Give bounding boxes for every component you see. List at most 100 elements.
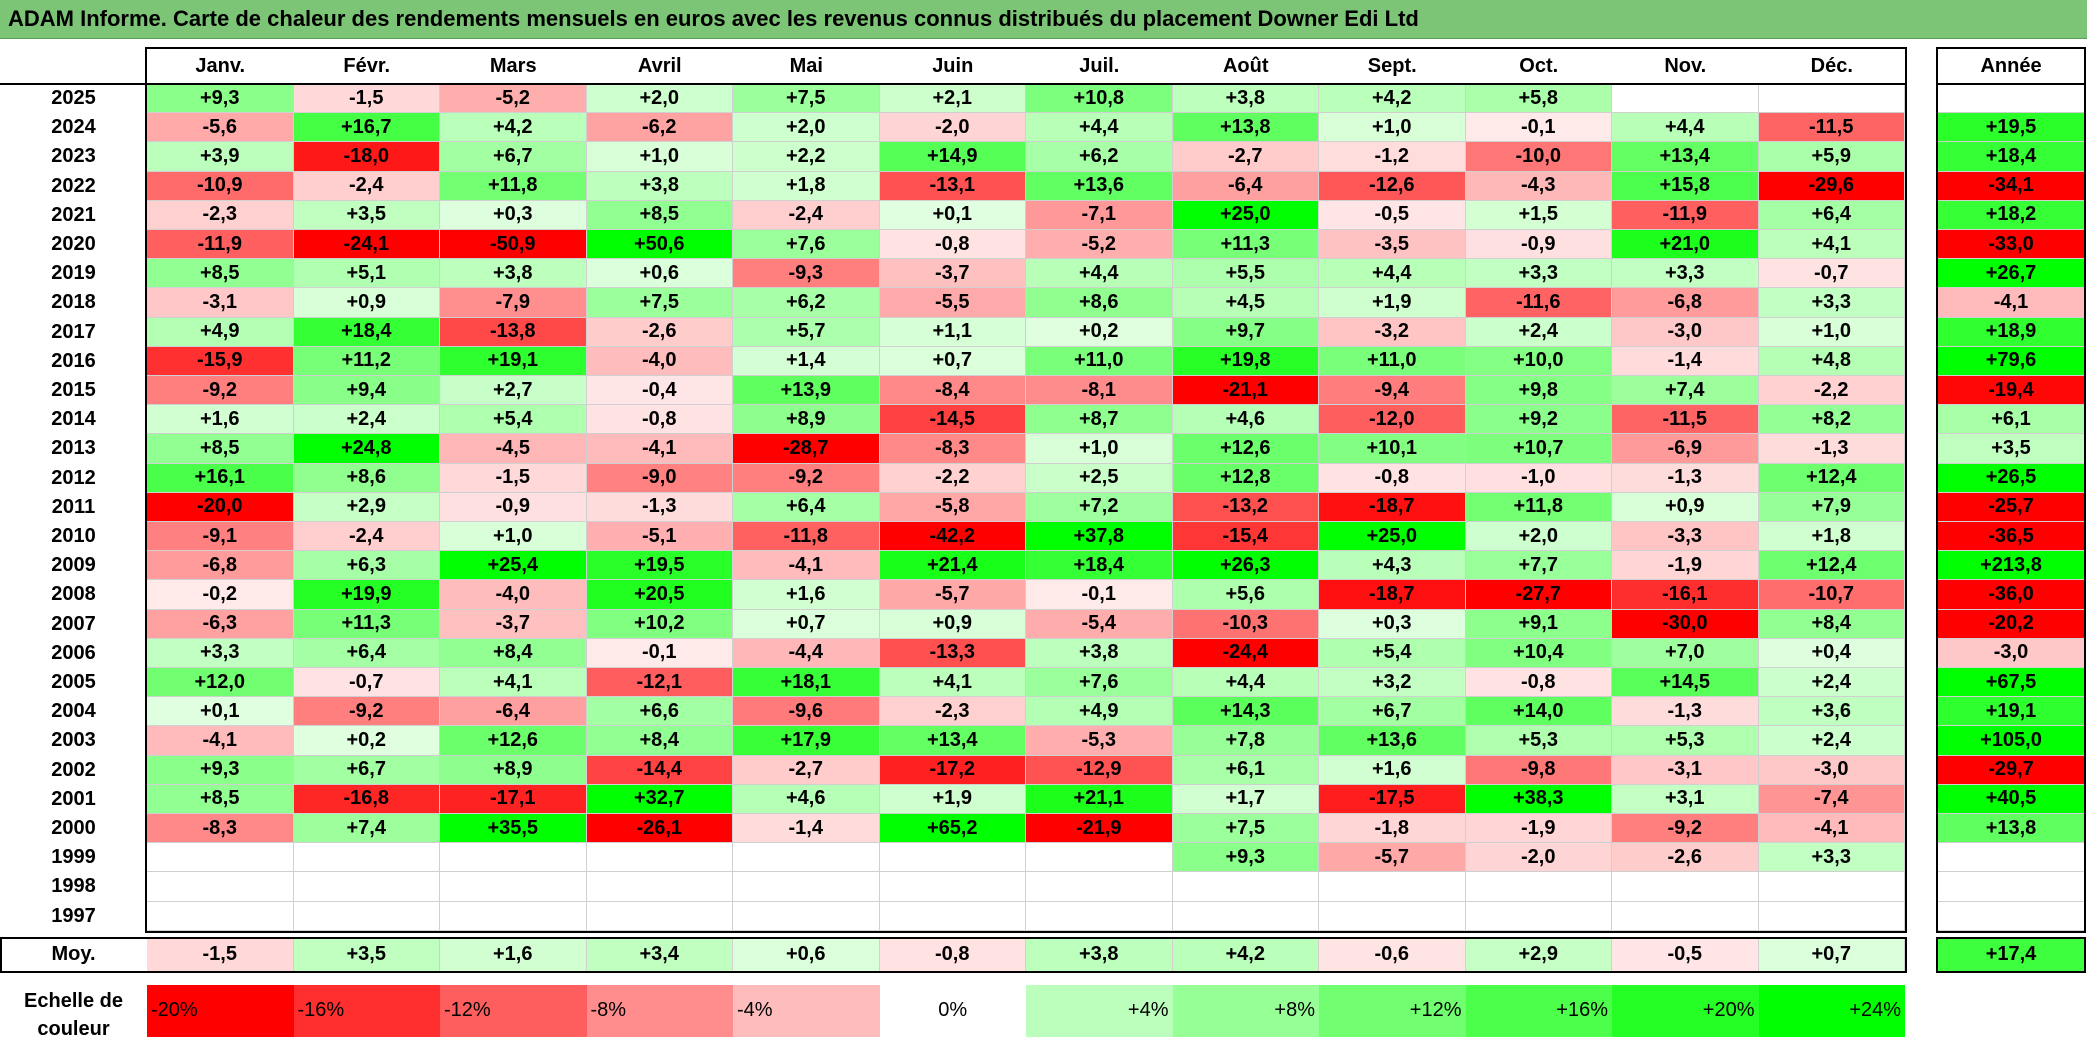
- heatmap-cell: +0,6: [586, 259, 733, 289]
- heatmap-cell: -5,4: [1026, 609, 1173, 639]
- heatmap-cell: +5,4: [440, 405, 587, 435]
- heatmap-cell: -8,3: [147, 814, 294, 844]
- heatmap-cell: -30,0: [1612, 609, 1759, 639]
- heatmap-cell: +9,3: [147, 84, 294, 114]
- annual-cell: +40,5: [1938, 784, 2084, 814]
- heatmap-cell: +0,7: [879, 346, 1026, 376]
- heatmap-cell: -2,6: [586, 317, 733, 347]
- heatmap-cell: [1465, 872, 1612, 902]
- heatmap-cell: -27,7: [1465, 580, 1612, 610]
- average-cell: -0,8: [879, 938, 1026, 971]
- heatmap-cell: -3,7: [440, 609, 587, 639]
- heatmap-cell: [733, 901, 880, 931]
- year-label: 2023: [51, 145, 96, 168]
- heatmap-cell: -2,3: [879, 697, 1026, 727]
- month-header: Juin: [932, 54, 974, 77]
- heatmap-cell: +0,1: [147, 697, 294, 727]
- heatmap-cell: -3,0: [1612, 317, 1759, 347]
- heatmap-cell: +5,7: [733, 317, 880, 347]
- heatmap-cell: +0,9: [879, 609, 1026, 639]
- heatmap-cell: +3,1: [1612, 784, 1759, 814]
- heatmap-cell: -0,7: [1758, 259, 1905, 289]
- annual-cell: [1938, 901, 2084, 931]
- annual-cell: [1938, 84, 2084, 114]
- heatmap-cell: -0,8: [1319, 463, 1466, 493]
- annual-cell: -3,0: [1938, 638, 2084, 668]
- heatmap-cell: [147, 901, 294, 931]
- heatmap-cell: +2,0: [1465, 522, 1612, 552]
- year-label: 2003: [51, 729, 96, 752]
- month-header: Août: [1222, 54, 1269, 77]
- heatmap-cell: [1026, 872, 1173, 902]
- heatmap-cell: -4,3: [1465, 171, 1612, 201]
- heatmap-cell: -1,2: [1319, 142, 1466, 172]
- year-label: 1998: [51, 875, 96, 898]
- heatmap-cell: +2,0: [733, 113, 880, 143]
- heatmap-cell: +4,9: [1026, 697, 1173, 727]
- heatmap-cell: +3,3: [1758, 843, 1905, 873]
- annual-cell: +26,5: [1938, 463, 2084, 493]
- chart-title: ADAM Informe. Carte de chaleur des rende…: [8, 6, 1419, 31]
- heatmap-cell: [293, 901, 440, 931]
- heatmap-cell: -2,7: [733, 755, 880, 785]
- heatmap-cell: [1612, 84, 1759, 114]
- heatmap-cell: +0,3: [1319, 609, 1466, 639]
- heatmap-cell: +25,0: [1172, 200, 1319, 230]
- heatmap-cell: -7,9: [440, 288, 587, 318]
- heatmap-cell: [1026, 843, 1173, 873]
- heatmap-cell: [1319, 872, 1466, 902]
- heatmap-cell: -21,1: [1172, 376, 1319, 406]
- heatmap-cell: -9,3: [733, 259, 880, 289]
- heatmap-cell: -2,4: [733, 200, 880, 230]
- heatmap-cell: -8,3: [879, 434, 1026, 464]
- heatmap-cell: +50,6: [586, 230, 733, 260]
- heatmap-cell: +12,4: [1758, 463, 1905, 493]
- heatmap-cell: +8,2: [1758, 405, 1905, 435]
- heatmap-cell: -4,5: [440, 434, 587, 464]
- heatmap-cell: +21,1: [1026, 784, 1173, 814]
- year-label: 1999: [51, 846, 96, 869]
- heatmap-cell: +8,4: [1758, 609, 1905, 639]
- heatmap-cell: +7,5: [1172, 814, 1319, 844]
- heatmap-cell: +1,0: [1319, 113, 1466, 143]
- year-label: 2014: [51, 408, 96, 431]
- heatmap-cell: +12,8: [1172, 463, 1319, 493]
- heatmap-cell: -9,0: [586, 463, 733, 493]
- year-label: 2009: [51, 554, 96, 577]
- heatmap-cell: +4,2: [1319, 84, 1466, 114]
- heatmap-cell: +13,4: [879, 726, 1026, 756]
- annual-cell: +105,0: [1938, 726, 2084, 756]
- heatmap-cell: -6,4: [1172, 171, 1319, 201]
- heatmap-cell: +19,9: [293, 580, 440, 610]
- heatmap-cell: -3,3: [1612, 522, 1759, 552]
- heatmap-cell: -13,1: [879, 171, 1026, 201]
- heatmap-cell: +37,8: [1026, 522, 1173, 552]
- heatmap-cell: +10,7: [1465, 434, 1612, 464]
- heatmap-cell: [1758, 872, 1905, 902]
- heatmap-cell: -21,9: [1026, 814, 1173, 844]
- average-row-label: Moy.: [51, 943, 96, 966]
- heatmap-cell: +3,3: [1612, 259, 1759, 289]
- heatmap-cell: -0,7: [293, 668, 440, 698]
- heatmap-cell: [879, 872, 1026, 902]
- heatmap-cell: -4,4: [733, 638, 880, 668]
- heatmap-cell: -3,7: [879, 259, 1026, 289]
- heatmap-cell: +20,5: [586, 580, 733, 610]
- heatmap-cell: +32,7: [586, 784, 733, 814]
- heatmap-cell: +9,1: [1465, 609, 1612, 639]
- annual-cell: +19,5: [1938, 113, 2084, 143]
- heatmap-cell: -9,4: [1319, 376, 1466, 406]
- heatmap-cell: +5,5: [1172, 259, 1319, 289]
- heatmap-cell: +8,9: [733, 405, 880, 435]
- heatmap-cell: [1172, 872, 1319, 902]
- heatmap-cell: -26,1: [586, 814, 733, 844]
- heatmap-cell: +8,5: [586, 200, 733, 230]
- heatmap-cell: +4,2: [440, 113, 587, 143]
- annual-cell: -29,7: [1938, 755, 2084, 785]
- title-bar: ADAM Informe. Carte de chaleur des rende…: [0, 0, 2087, 39]
- heatmap-cell: +16,1: [147, 463, 294, 493]
- year-label: 2025: [51, 87, 96, 110]
- heatmap-cell: +18,1: [733, 668, 880, 698]
- year-label: 2006: [51, 641, 96, 664]
- heatmap-cell: +1,9: [1319, 288, 1466, 318]
